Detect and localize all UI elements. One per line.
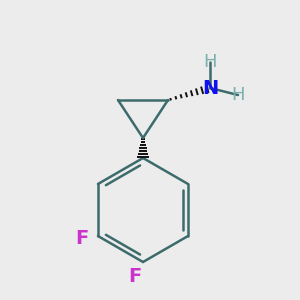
Text: F: F [128, 266, 142, 286]
Text: H: H [231, 86, 245, 104]
Text: H: H [203, 53, 217, 71]
Text: F: F [75, 229, 88, 247]
Text: N: N [202, 79, 218, 98]
